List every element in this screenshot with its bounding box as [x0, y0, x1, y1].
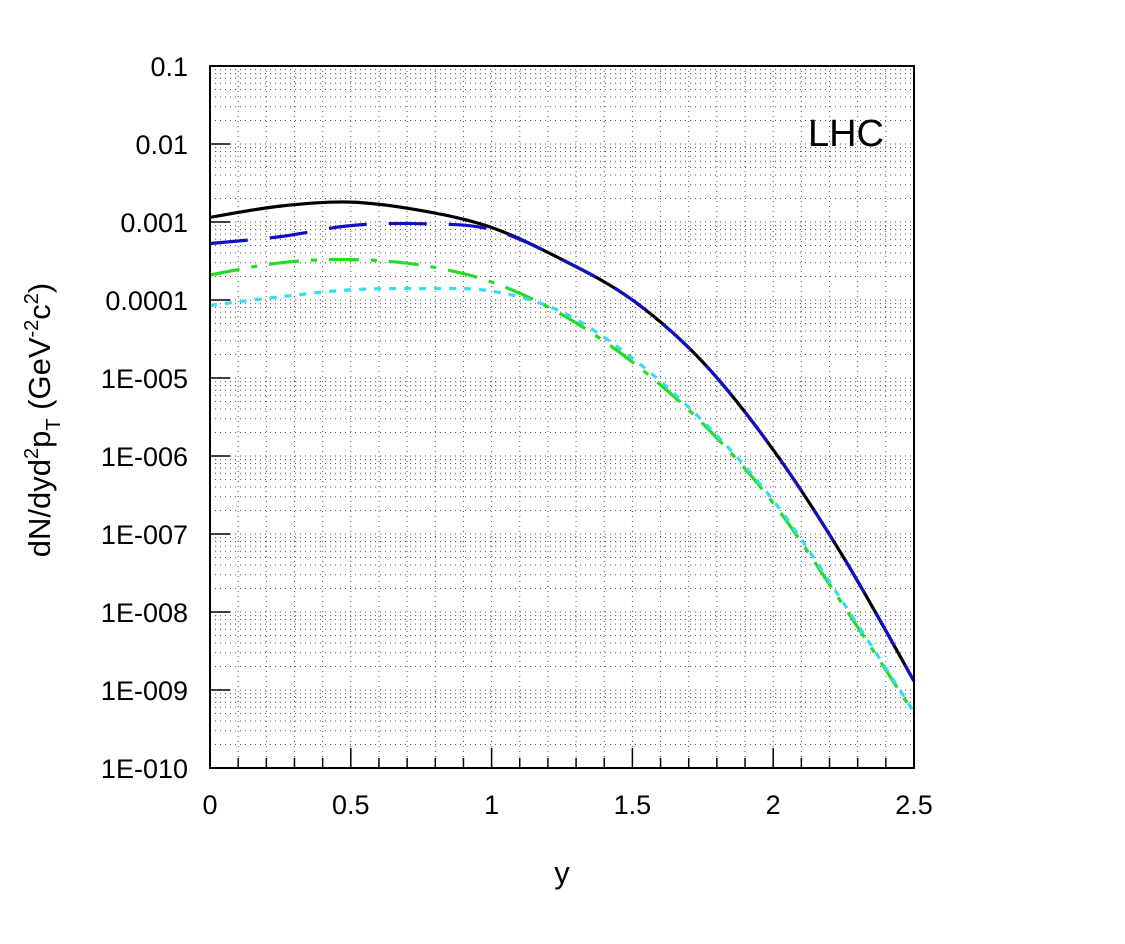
y-tick-label: 0.01 [135, 130, 188, 160]
y-tick-label: 1E-010 [101, 754, 188, 784]
x-tick-label: 2 [766, 790, 781, 820]
x-tick-label: 1 [484, 790, 499, 820]
x-tick-labels: 0 0.5 1 1.5 2 2.5 [202, 790, 932, 820]
y-tick-labels: 0.1 0.01 0.001 0.0001 1E-005 1E-006 1E-007 1E-0… [101, 52, 188, 784]
y-tick-label: 1E-007 [101, 520, 188, 550]
y-tick-label: 1E-005 [101, 364, 188, 394]
x-tick-label: 0.5 [332, 790, 370, 820]
y-axis-title-part: p [22, 431, 57, 448]
y-axis-title-sup: 2 [21, 293, 43, 304]
y-axis-title: dN/dyd2pT (GeV-2c2) [21, 283, 65, 558]
plot-frame [209, 65, 915, 769]
y-axis-title-part: (GeV [22, 337, 57, 418]
annotation-label: LHC [808, 113, 884, 155]
x-tick-label: 1.5 [614, 790, 652, 820]
series-layer [209, 200, 916, 715]
y-axis-title-sub: T [43, 418, 65, 430]
x-tick-label: 2.5 [895, 790, 933, 820]
x-tick-label: 0 [202, 790, 217, 820]
y-axis-title-part: dN/dyd [22, 459, 57, 557]
y-tick-label: 0.0001 [105, 286, 188, 316]
y-tick-label: 1E-009 [101, 676, 188, 706]
y-tick-label: 1E-008 [101, 598, 188, 628]
plot-frame-background [210, 66, 914, 768]
series-line-1 [209, 221, 916, 682]
y-axis-title-sup: -2 [21, 320, 43, 338]
series-line-2 [209, 257, 916, 715]
y-tick-label: 0.1 [150, 52, 188, 82]
y-tick-label: 1E-006 [101, 442, 188, 472]
y-tick-label: 0.001 [120, 208, 188, 238]
minor-ticks [209, 65, 915, 769]
y-axis-title-part: c [22, 304, 57, 320]
x-axis-title: y [554, 855, 570, 890]
grid [210, 66, 914, 768]
y-axis-title-sup: 2 [21, 448, 43, 459]
y-axis-title-part: ) [22, 283, 57, 293]
